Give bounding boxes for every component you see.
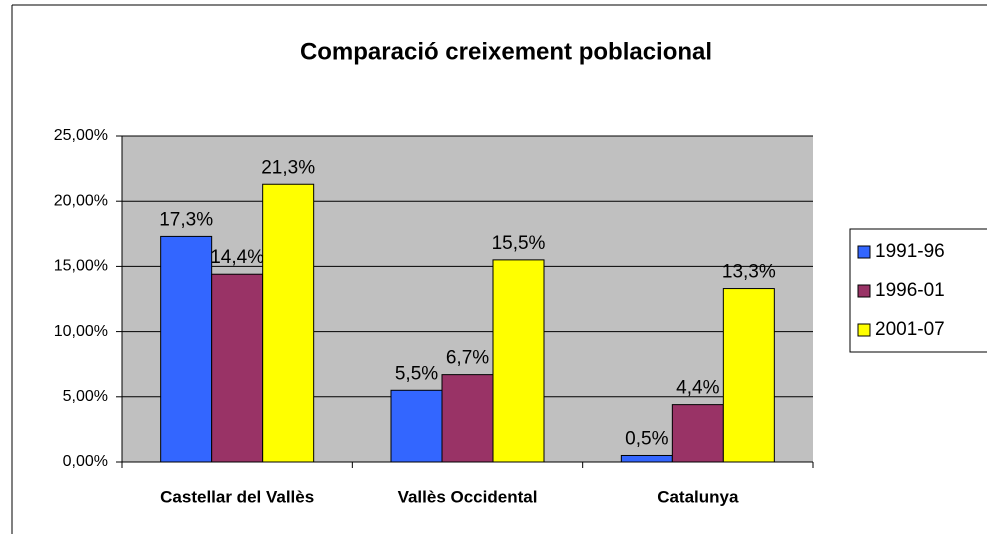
data-label: 5,5% bbox=[395, 363, 438, 384]
bar bbox=[262, 183, 315, 463]
x-tick-label: Catalunya bbox=[657, 487, 739, 506]
x-tick-label: Vallès Occidental bbox=[398, 487, 538, 506]
y-tick-label: 15,00% bbox=[54, 258, 108, 275]
y-tick-label: 25,00% bbox=[54, 127, 108, 144]
data-label: 6,7% bbox=[446, 348, 489, 369]
data-label: 13,3% bbox=[722, 262, 776, 283]
data-label: 21,3% bbox=[261, 157, 315, 178]
legend-swatch bbox=[857, 245, 871, 259]
y-tick-label: 10,00% bbox=[54, 323, 108, 340]
bar bbox=[441, 374, 494, 463]
y-tick-label: 5,00% bbox=[63, 388, 108, 405]
chart-title: Comparació creixement poblacional bbox=[300, 38, 712, 65]
legend-box bbox=[849, 228, 987, 353]
x-tick-label: Castellar del Vallès bbox=[160, 487, 314, 506]
bar bbox=[671, 404, 724, 463]
bar bbox=[620, 454, 673, 463]
bar bbox=[160, 235, 213, 463]
data-label: 17,3% bbox=[159, 209, 213, 230]
data-label: 14,4% bbox=[210, 247, 264, 268]
bar bbox=[722, 288, 775, 463]
bar bbox=[211, 273, 264, 463]
legend-swatch bbox=[857, 284, 871, 298]
data-label: 4,4% bbox=[676, 378, 719, 399]
data-label: 0,5% bbox=[625, 428, 668, 449]
legend-swatch bbox=[857, 323, 871, 337]
legend-label: 2001-07 bbox=[875, 319, 945, 340]
y-tick-label: 20,00% bbox=[54, 192, 108, 209]
y-tick-label: 0,00% bbox=[63, 453, 108, 470]
legend-label: 1996-01 bbox=[875, 280, 945, 301]
bar bbox=[390, 389, 443, 463]
bar bbox=[492, 259, 545, 463]
data-label: 15,5% bbox=[492, 233, 546, 254]
legend-label: 1991-96 bbox=[875, 241, 945, 262]
